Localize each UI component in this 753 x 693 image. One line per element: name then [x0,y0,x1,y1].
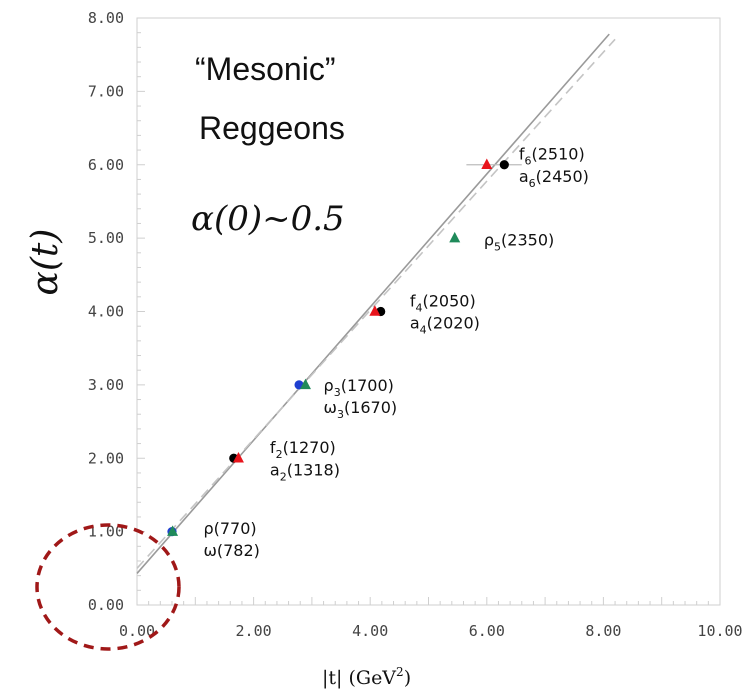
particle-label: f4(2050) [410,291,476,314]
data-point-triangle [481,158,493,169]
data-point-triangle [369,305,381,316]
y-tick-label: 3.00 [88,376,124,394]
x-tick-label: 6.00 [469,622,505,640]
particle-label: ρ5(2350) [484,231,554,254]
chart-title-line1: “Mesonic” [195,51,335,87]
y-tick-label: 6.00 [88,156,124,174]
data-point-circle [499,160,509,170]
x-tick-label: 0.00 [119,622,155,640]
y-tick-label: 7.00 [88,82,124,100]
x-axis-title-main: |t| (GeV [322,667,396,689]
x-tick-label: 2.00 [236,622,272,640]
minor-ticks [136,17,721,606]
particle-label: a6(2450) [519,167,589,190]
particle-label: ρ(770) [203,519,256,538]
particle-label: f6(2510) [519,145,585,168]
x-tick-labels: 0.00 2.00 4.00 6.00 8.00 10.00 [119,622,743,640]
particle-label: a4(2020) [410,314,480,337]
particle-label: ω3(1670) [324,398,398,421]
particle-label: f2(1270) [270,438,336,461]
plot-frame [136,17,721,606]
y-tick-label: 5.00 [88,229,124,247]
y-tick-label: 1.00 [88,523,124,541]
y-tick-label: 0.00 [88,596,124,614]
particle-label: ω(782) [203,541,259,560]
particle-label: ρ3(1700) [324,376,394,399]
y-tick-labels: 0.00 1.00 2.00 3.00 4.00 5.00 6.00 7.00 8.00 [88,9,124,614]
fit-line-solid [136,33,610,574]
x-axis-title-close: ) [404,667,411,689]
x-tick-label: 4.00 [352,622,388,640]
x-axis-title-sup: 2 [396,665,404,679]
y-tick-label: 4.00 [88,303,124,321]
x-tick-label: 8.00 [585,622,621,640]
chart-title-line2: Reggeons [199,110,345,146]
data-point-triangle [449,231,461,243]
particle-label: a2(1318) [270,460,340,483]
y-tick-label: 2.00 [88,449,124,467]
origin-highlight-circle [35,523,181,651]
data-points [167,158,509,537]
fit-lines [136,33,616,574]
x-tick-label: 10.00 [697,622,742,640]
x-axis-title: |t| (GeV2) [322,665,411,689]
data-point-triangle [167,525,179,536]
intercept-annotation: α(0)~0.5 [191,199,345,239]
fit-line-dashed [136,38,616,569]
y-tick-label: 8.00 [88,9,124,27]
y-axis-title: α(t) [25,229,66,296]
particle-labels: f6(2510)a6(2450) ρ5(2350) f4(2050)a4(2020)… [203,145,588,560]
data-point-triangle [232,452,244,463]
data-point-triangle [299,378,311,390]
